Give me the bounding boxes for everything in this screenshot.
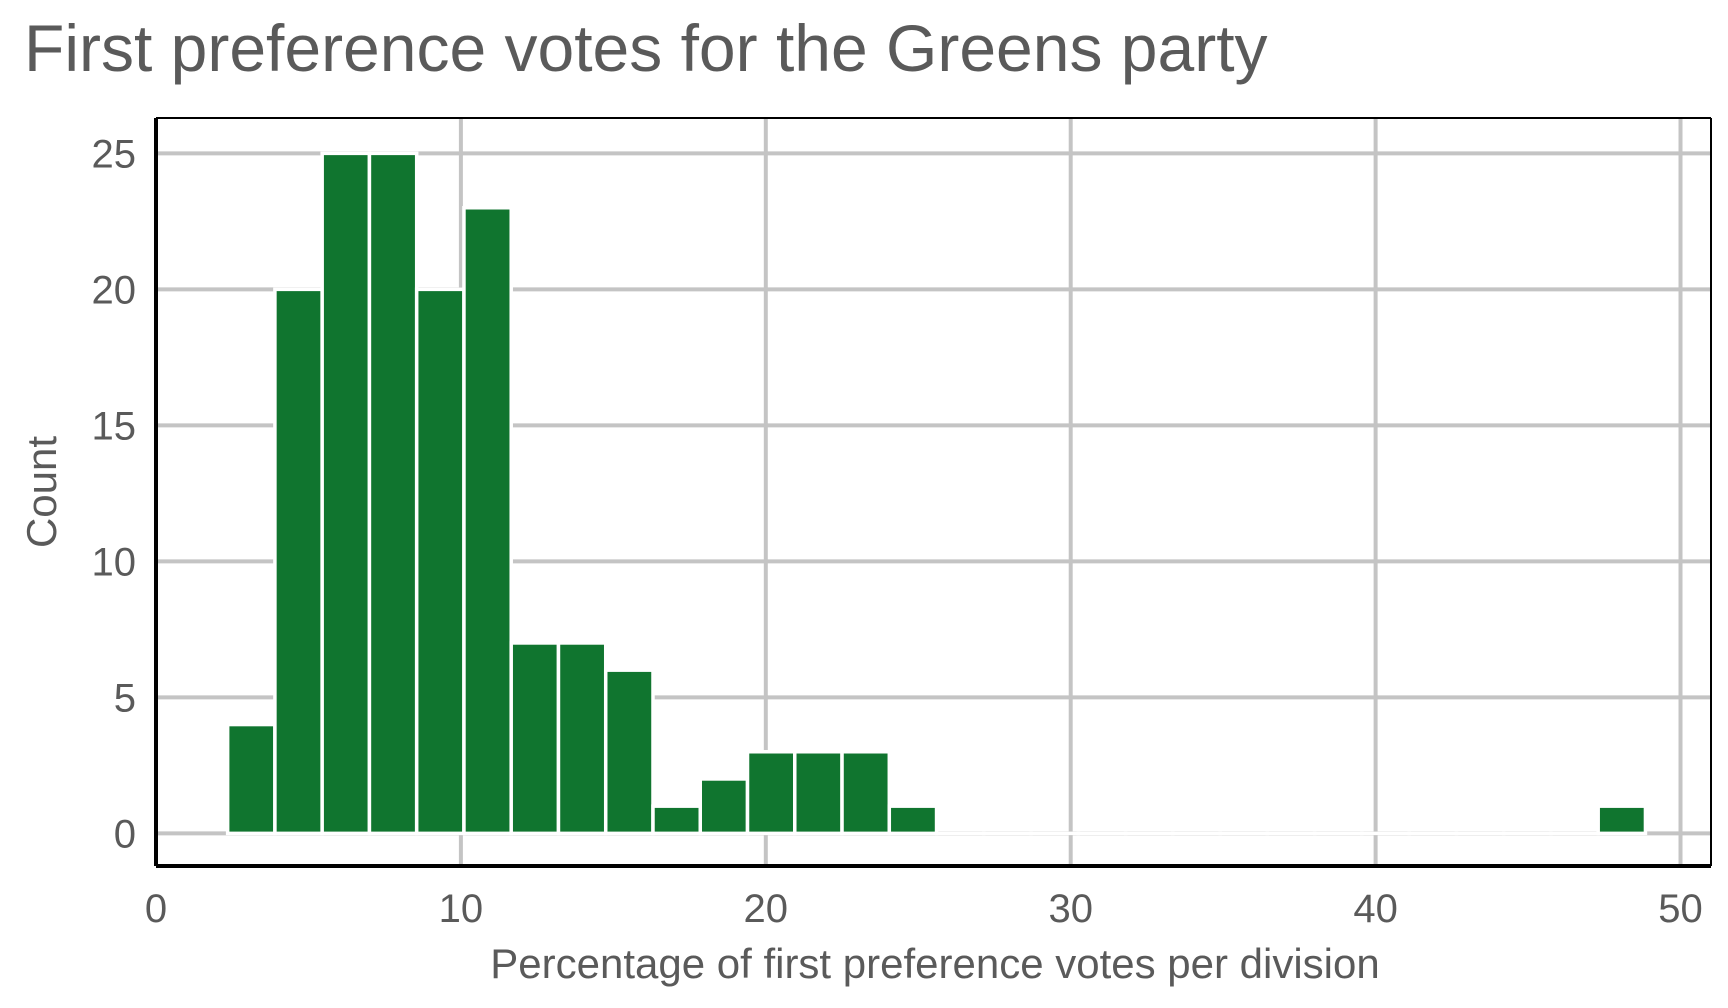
y-tick-label: 5 bbox=[114, 676, 136, 720]
histogram-bar bbox=[462, 206, 513, 836]
x-tick-label: 50 bbox=[1658, 887, 1703, 931]
histogram-bar bbox=[225, 722, 277, 836]
histogram-bar bbox=[414, 287, 466, 836]
y-tick-label: 25 bbox=[92, 132, 137, 176]
y-axis-label: Count bbox=[18, 436, 65, 548]
x-tick-label: 10 bbox=[439, 887, 484, 931]
histogram-bar bbox=[320, 151, 372, 836]
axes bbox=[154, 117, 1712, 868]
histogram-bar bbox=[793, 750, 844, 836]
histogram-bar bbox=[698, 777, 750, 836]
x-tick-label: 30 bbox=[1048, 887, 1093, 931]
x-tick-label: 20 bbox=[744, 887, 789, 931]
histogram-bars bbox=[225, 151, 1648, 836]
histogram-bar bbox=[509, 641, 561, 836]
histogram-bar bbox=[745, 750, 797, 836]
histogram-bar bbox=[840, 750, 892, 836]
x-tick-label: 40 bbox=[1353, 887, 1398, 931]
histogram-bar bbox=[887, 804, 939, 836]
y-tick-label: 10 bbox=[92, 540, 137, 584]
histogram-bar bbox=[1596, 804, 1648, 836]
y-tick-label: 20 bbox=[92, 268, 137, 312]
y-tick-label: 0 bbox=[114, 812, 136, 856]
x-axis-label: Percentage of first preference votes per… bbox=[490, 940, 1379, 987]
histogram-bar bbox=[273, 287, 324, 836]
y-tick-label: 15 bbox=[92, 404, 137, 448]
histogram-bar bbox=[603, 668, 655, 836]
tick-labels: 0 5 10 15 20 25 0 10 20 30 40 50 bbox=[92, 132, 1703, 931]
x-tick-label: 0 bbox=[145, 887, 167, 931]
histogram-bar bbox=[651, 804, 702, 836]
chart-title: First preference votes for the Greens pa… bbox=[24, 11, 1268, 85]
histogram-bar bbox=[367, 151, 419, 836]
histogram-bar bbox=[556, 641, 608, 836]
